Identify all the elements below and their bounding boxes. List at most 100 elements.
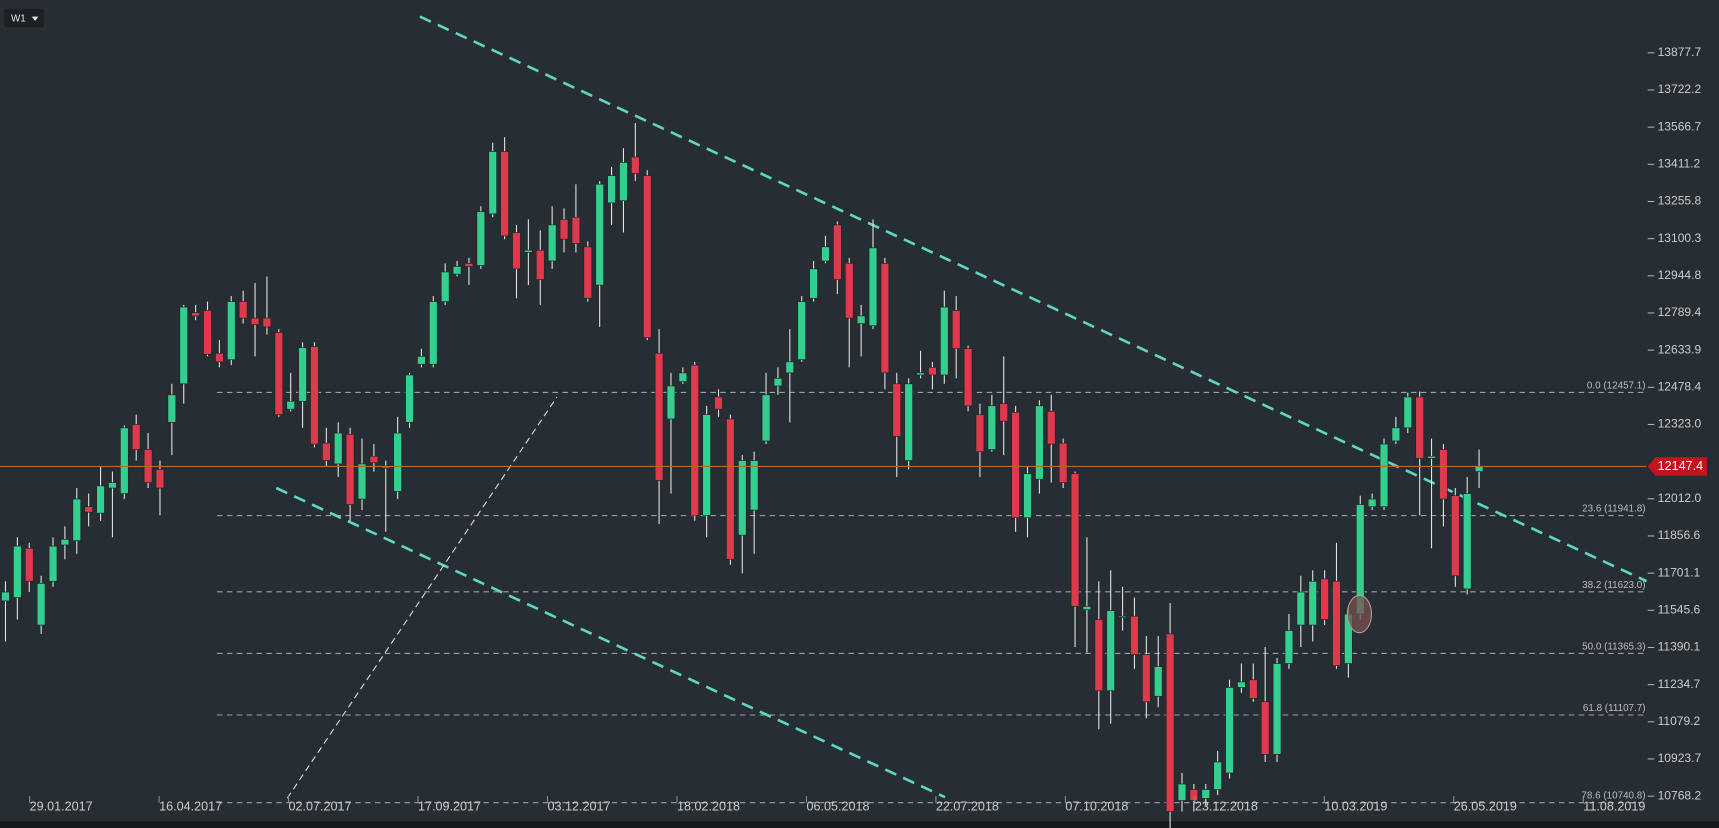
timeframe-selector[interactable]: W1 xyxy=(4,8,44,28)
candle-body xyxy=(1142,654,1151,703)
y-tick-label: 11545.6 xyxy=(1658,602,1701,616)
candle-body xyxy=(298,347,307,402)
y-axis: 13877.7 13722.2 13566.7 13411.2 13255.8 13100… xyxy=(1647,45,1702,802)
candle-body xyxy=(975,414,985,453)
candle-body xyxy=(642,175,652,339)
candle-body xyxy=(345,433,355,505)
x-tick-label: 26.05.2019 xyxy=(1454,799,1517,813)
timeframe-button[interactable] xyxy=(4,8,44,28)
x-tick-label: 16.04.2017 xyxy=(159,799,222,813)
last-price-label: 12147.4 xyxy=(1658,459,1704,473)
candle-body xyxy=(286,400,295,410)
candle-body xyxy=(749,460,759,511)
y-tick-label: 12789.4 xyxy=(1658,305,1702,319)
candle-body xyxy=(738,460,747,536)
candle-body xyxy=(1462,493,1472,590)
x-tick-label: 29.01.2017 xyxy=(30,799,93,813)
candle-body xyxy=(595,183,604,286)
candle-body xyxy=(1403,396,1413,429)
candle-body xyxy=(524,249,533,253)
candle-body xyxy=(369,455,379,464)
candle-body xyxy=(215,352,224,363)
candle-body xyxy=(607,175,616,204)
y-tick-label: 11079.2 xyxy=(1658,714,1701,728)
candle-body xyxy=(96,485,105,514)
y-tick-label: 13566.7 xyxy=(1658,119,1702,133)
candle-body xyxy=(405,374,414,423)
candle-body xyxy=(500,151,509,237)
candle-body xyxy=(678,372,688,383)
candle-body xyxy=(48,545,58,582)
candle-body xyxy=(13,545,22,598)
candle-body xyxy=(1118,615,1127,618)
x-tick-label: 03.12.2017 xyxy=(547,799,610,813)
candle-body xyxy=(191,312,200,317)
bottom-strip xyxy=(0,821,1719,828)
candle-body xyxy=(856,315,866,324)
x-tick-label: 10.03.2019 xyxy=(1324,799,1387,813)
candle-body xyxy=(322,442,331,461)
fib-layer: 0.0 (12457.1) 23.6 (11941.8) 38.2 (11623.0… xyxy=(217,380,1648,804)
candle-body xyxy=(1153,666,1163,697)
candle-body xyxy=(999,403,1009,422)
candle-body xyxy=(1320,578,1329,620)
candle-body xyxy=(631,156,640,174)
candle-body xyxy=(1332,580,1341,667)
y-tick-label: 13255.8 xyxy=(1658,194,1702,208)
candle-body xyxy=(1011,411,1020,519)
candle-body xyxy=(1249,679,1258,699)
candle-body xyxy=(1284,630,1294,664)
candle-body xyxy=(452,266,462,275)
candle-body xyxy=(36,583,46,626)
candle-body xyxy=(844,263,854,319)
candle-body xyxy=(1474,466,1484,472)
candle-body xyxy=(1130,615,1139,656)
candle-body xyxy=(167,394,177,423)
candle-body xyxy=(1046,410,1056,445)
y-tick-label: 12633.9 xyxy=(1658,342,1702,356)
candle-body xyxy=(1,591,10,602)
candle-body xyxy=(238,301,248,319)
candle-body xyxy=(1415,396,1424,459)
candle-body xyxy=(108,482,117,489)
candle-layer xyxy=(1,123,1484,828)
candle-body xyxy=(120,427,129,494)
candle-body xyxy=(1023,473,1032,519)
y-tick-label: 11701.1 xyxy=(1658,565,1701,579)
candle-body xyxy=(1189,789,1199,801)
candle-body xyxy=(868,247,878,327)
candle-body xyxy=(84,506,93,513)
candle-body xyxy=(619,162,628,202)
candle-body xyxy=(72,498,82,541)
candle-body xyxy=(203,310,212,355)
candle-body xyxy=(476,211,486,266)
x-tick-label: 22.07.2018 xyxy=(936,799,999,813)
candle-body xyxy=(797,301,806,361)
candle-body xyxy=(155,469,165,489)
y-tick-label: 13100.3 xyxy=(1658,231,1702,245)
candle-body xyxy=(892,383,902,437)
candle-body xyxy=(357,463,367,500)
candle-body xyxy=(571,216,581,244)
highlight-ellipse xyxy=(1346,594,1373,634)
candle-body xyxy=(821,246,830,262)
y-tick-label: 12944.8 xyxy=(1658,268,1702,282)
candle-body xyxy=(951,310,961,350)
candle-body xyxy=(1237,681,1246,688)
candle-body xyxy=(1439,449,1448,500)
candle-body xyxy=(809,268,818,299)
y-tick-label: 11234.7 xyxy=(1658,677,1701,691)
candle-body xyxy=(1106,610,1115,692)
last-price-box xyxy=(1647,457,1707,476)
x-tick-label: 06.05.2018 xyxy=(806,799,869,813)
candle-body xyxy=(1308,580,1317,626)
candle-body xyxy=(547,224,557,262)
candle-body xyxy=(583,246,593,299)
y-tick-label: 11856.6 xyxy=(1658,528,1701,542)
candle-body xyxy=(785,361,795,374)
x-tick-label: 07.10.2018 xyxy=(1065,799,1128,813)
fib-label: 61.8 (11107.7) xyxy=(1583,703,1646,714)
